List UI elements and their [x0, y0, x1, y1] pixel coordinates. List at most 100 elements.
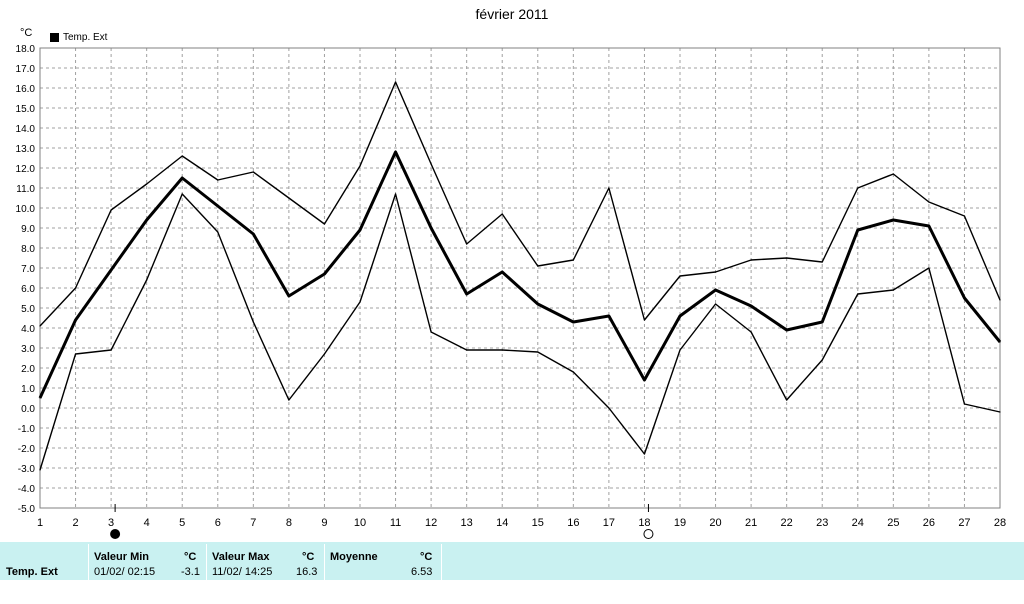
x-tick-label: 21 — [745, 517, 757, 529]
data-point-min — [252, 321, 254, 323]
data-point-mean — [857, 229, 859, 231]
data-point-max — [999, 299, 1001, 301]
y-tick-label: -1.0 — [18, 424, 36, 435]
data-point-min — [466, 349, 468, 351]
x-tick-label: 18 — [638, 517, 650, 529]
y-tick-label: 9.0 — [21, 224, 35, 235]
data-point-mean — [608, 315, 610, 317]
data-point-mean — [999, 341, 1001, 343]
divider — [441, 544, 442, 580]
data-point-min — [714, 303, 717, 305]
y-tick-label: 1.0 — [21, 384, 35, 395]
x-tick-label: 8 — [286, 517, 292, 529]
x-tick-label: 14 — [496, 517, 508, 529]
data-point-min — [821, 359, 823, 361]
data-point-mean — [821, 321, 823, 323]
new-moon-icon — [110, 529, 121, 539]
data-point-min — [928, 267, 930, 269]
data-point-mean — [323, 273, 326, 275]
data-point-mean — [786, 329, 788, 331]
data-point-min — [963, 403, 966, 405]
data-point-mean — [963, 297, 966, 299]
data-point-max — [74, 287, 77, 289]
data-point-mean — [359, 229, 361, 231]
data-point-max — [466, 243, 468, 245]
data-point-max — [608, 187, 610, 189]
chart-plot: -5.0 -4.0 -3.0 -2.0 -1.0 0.0 1.0 2.0 3.0 4.0 5.0 6.… — [16, 44, 1006, 539]
x-tick-label: 28 — [994, 517, 1006, 529]
data-point-mean — [146, 219, 148, 221]
y-tick-label: 11.0 — [16, 184, 35, 195]
data-point-max — [323, 223, 326, 225]
data-point-max — [146, 183, 148, 185]
data-point-min — [110, 349, 112, 351]
data-point-min — [39, 469, 41, 471]
x-tick-label: 13 — [461, 517, 473, 529]
data-point-max — [679, 275, 681, 277]
y-tick-label: 13.0 — [16, 144, 36, 155]
data-point-mean — [252, 233, 254, 235]
data-point-max — [963, 215, 966, 217]
divider — [88, 544, 89, 580]
y-tick-label: 4.0 — [21, 324, 35, 335]
series-line-min — [39, 193, 1001, 471]
data-point-mean — [892, 219, 894, 221]
data-point-min — [501, 349, 503, 351]
data-point-min — [786, 399, 788, 401]
data-point-min — [892, 289, 894, 291]
y-tick-label: 5.0 — [21, 304, 35, 315]
x-tick-label: 3 — [108, 517, 114, 529]
data-point-mean — [714, 289, 717, 291]
data-point-min — [430, 331, 432, 333]
data-point-min — [679, 349, 681, 351]
data-point-mean — [217, 205, 219, 207]
data-point-max — [288, 197, 290, 199]
y-tick-label: 17.0 — [16, 64, 36, 75]
x-tick-label: 1 — [37, 517, 43, 529]
x-tick-label: 15 — [532, 517, 544, 529]
x-tick-label: 24 — [852, 517, 864, 529]
y-tick-label: 8.0 — [21, 244, 35, 255]
data-point-max — [394, 81, 397, 83]
data-point-mean — [394, 151, 397, 153]
y-tick-label: -4.0 — [18, 484, 36, 495]
data-point-min — [608, 407, 610, 409]
data-point-mean — [572, 321, 574, 323]
x-tick-label: 26 — [923, 517, 935, 529]
data-point-max — [857, 187, 859, 189]
x-tick-label: 25 — [887, 517, 899, 529]
data-point-min — [288, 399, 290, 401]
min-header: Valeur Min — [94, 551, 150, 563]
data-point-max — [110, 209, 112, 211]
data-point-min — [146, 279, 148, 281]
data-point-mean — [750, 305, 752, 307]
data-point-max — [714, 271, 717, 273]
divider — [206, 544, 207, 580]
x-tick-label: 10 — [354, 517, 366, 529]
avg-header: Moyenne — [330, 551, 378, 563]
legend: Temp. Ext — [50, 32, 107, 43]
avg-unit: °C — [420, 551, 433, 563]
x-tick-label: 19 — [674, 517, 686, 529]
data-point-mean — [110, 269, 112, 271]
data-point-min — [359, 301, 361, 303]
data-point-max — [821, 261, 823, 263]
data-point-max — [181, 155, 183, 157]
x-tick-label: 22 — [781, 517, 793, 529]
data-point-mean — [74, 319, 77, 321]
data-point-mean — [181, 177, 183, 179]
x-tick-label: 12 — [425, 517, 437, 529]
y-tick-label: -2.0 — [18, 444, 36, 455]
summary-footer: Temp. Ext Valeur Min °C 01/02/ 02:15 -3.… — [0, 542, 1024, 580]
legend-label: Temp. Ext — [63, 32, 108, 43]
x-tick-label: 20 — [709, 517, 721, 529]
min-unit: °C — [184, 551, 197, 563]
data-point-min — [857, 293, 859, 295]
y-tick-label: -5.0 — [18, 504, 36, 515]
data-point-mean — [643, 379, 646, 381]
data-point-max — [252, 171, 254, 173]
data-point-min — [999, 411, 1001, 413]
data-point-max — [359, 165, 361, 167]
min-value: -3.1 — [181, 566, 200, 578]
data-point-max — [430, 163, 432, 165]
